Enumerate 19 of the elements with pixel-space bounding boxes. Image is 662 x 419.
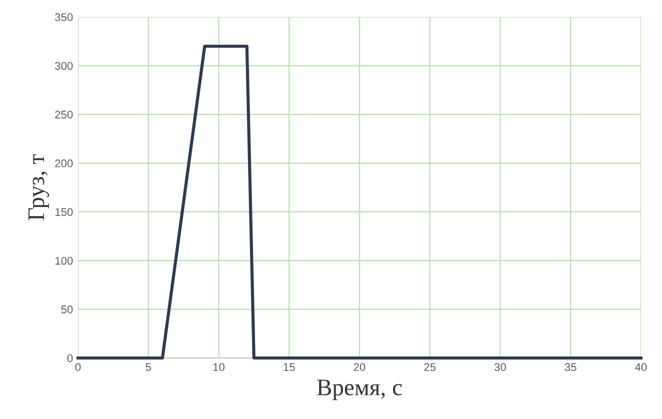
y-tick-label: 50	[61, 306, 73, 314]
x-tick-label: 10	[213, 363, 224, 372]
y-tick-label: 150	[55, 208, 73, 216]
y-tick-label: 350	[55, 13, 73, 22]
x-tick-label: 5	[146, 363, 151, 372]
x-tick-label: 30	[494, 363, 506, 372]
x-tick-label: 0	[75, 363, 81, 372]
y-axis-title: Груз, т	[28, 154, 50, 220]
y-tick-label: 100	[55, 256, 73, 265]
x-tick-label: 15	[284, 363, 295, 372]
x-axis-title: Время, с	[317, 380, 402, 400]
x-tick-label: 25	[424, 363, 436, 372]
y-tick-label: 200	[55, 159, 73, 168]
x-tick-label: 35	[564, 363, 576, 372]
x-tick-label: 40	[635, 363, 647, 372]
y-tick-label: 250	[55, 110, 73, 119]
x-tick-label: 20	[354, 363, 366, 372]
y-tick-label: 0	[67, 354, 73, 362]
y-tick-label: 300	[55, 62, 73, 70]
